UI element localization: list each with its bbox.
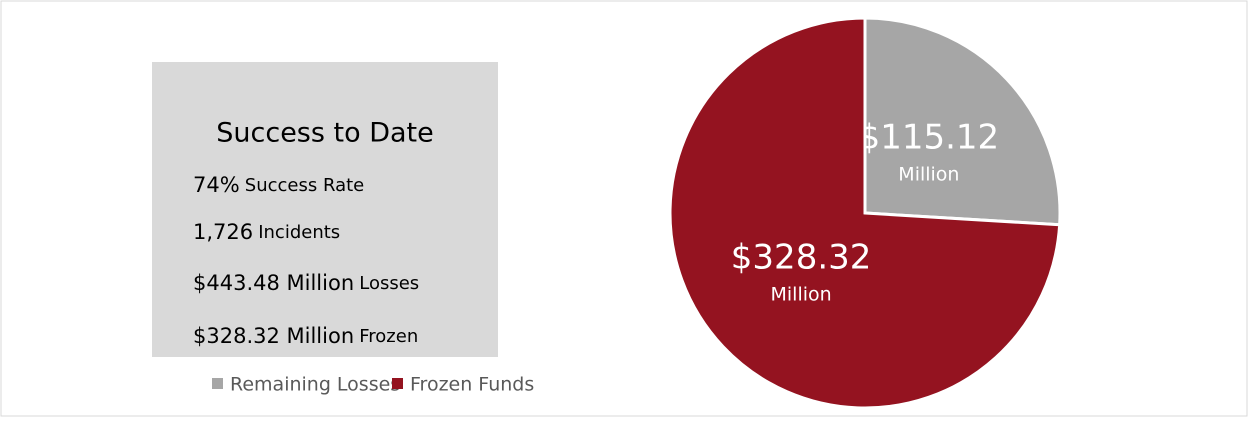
stat-label: Success Rate [245, 175, 364, 196]
stats-list: 74% Success Rate 1,726 Incidents $443.48 M… [193, 173, 419, 348]
stat-value: 74% [193, 173, 240, 197]
legend: Remaining Losses Frozen Funds [212, 374, 534, 396]
stat-value: $443.48 Million [193, 271, 354, 295]
legend-label: Remaining Losses [230, 374, 400, 396]
legend-swatch [392, 378, 403, 389]
stat-item: $328.32 Million Frozen [193, 324, 418, 348]
stat-item: $443.48 Million Losses [193, 271, 419, 295]
slice-value-label: $115.12 [859, 117, 1000, 157]
stats-panel [152, 62, 498, 357]
stat-label: Incidents [258, 222, 340, 243]
stat-item: 74% Success Rate [193, 173, 364, 197]
stat-item: 1,726 Incidents [193, 220, 340, 244]
slice-value-label: $328.32 [731, 238, 872, 278]
pie-slice [863, 16, 1062, 227]
stat-label: Losses [359, 273, 419, 294]
stat-label: Frozen [359, 326, 418, 347]
panel-title: Success to Date [216, 118, 434, 149]
stat-value: $328.32 Million [193, 324, 354, 348]
pie: $115.12 Million $328.32 Million [668, 16, 1062, 410]
slice-unit-label: Million [898, 163, 959, 185]
pie-slice [668, 16, 1062, 410]
stat-value: 1,726 [193, 220, 253, 244]
legend-label: Frozen Funds [410, 374, 534, 396]
legend-swatch [212, 378, 223, 389]
slice-unit-label: Million [771, 284, 832, 306]
